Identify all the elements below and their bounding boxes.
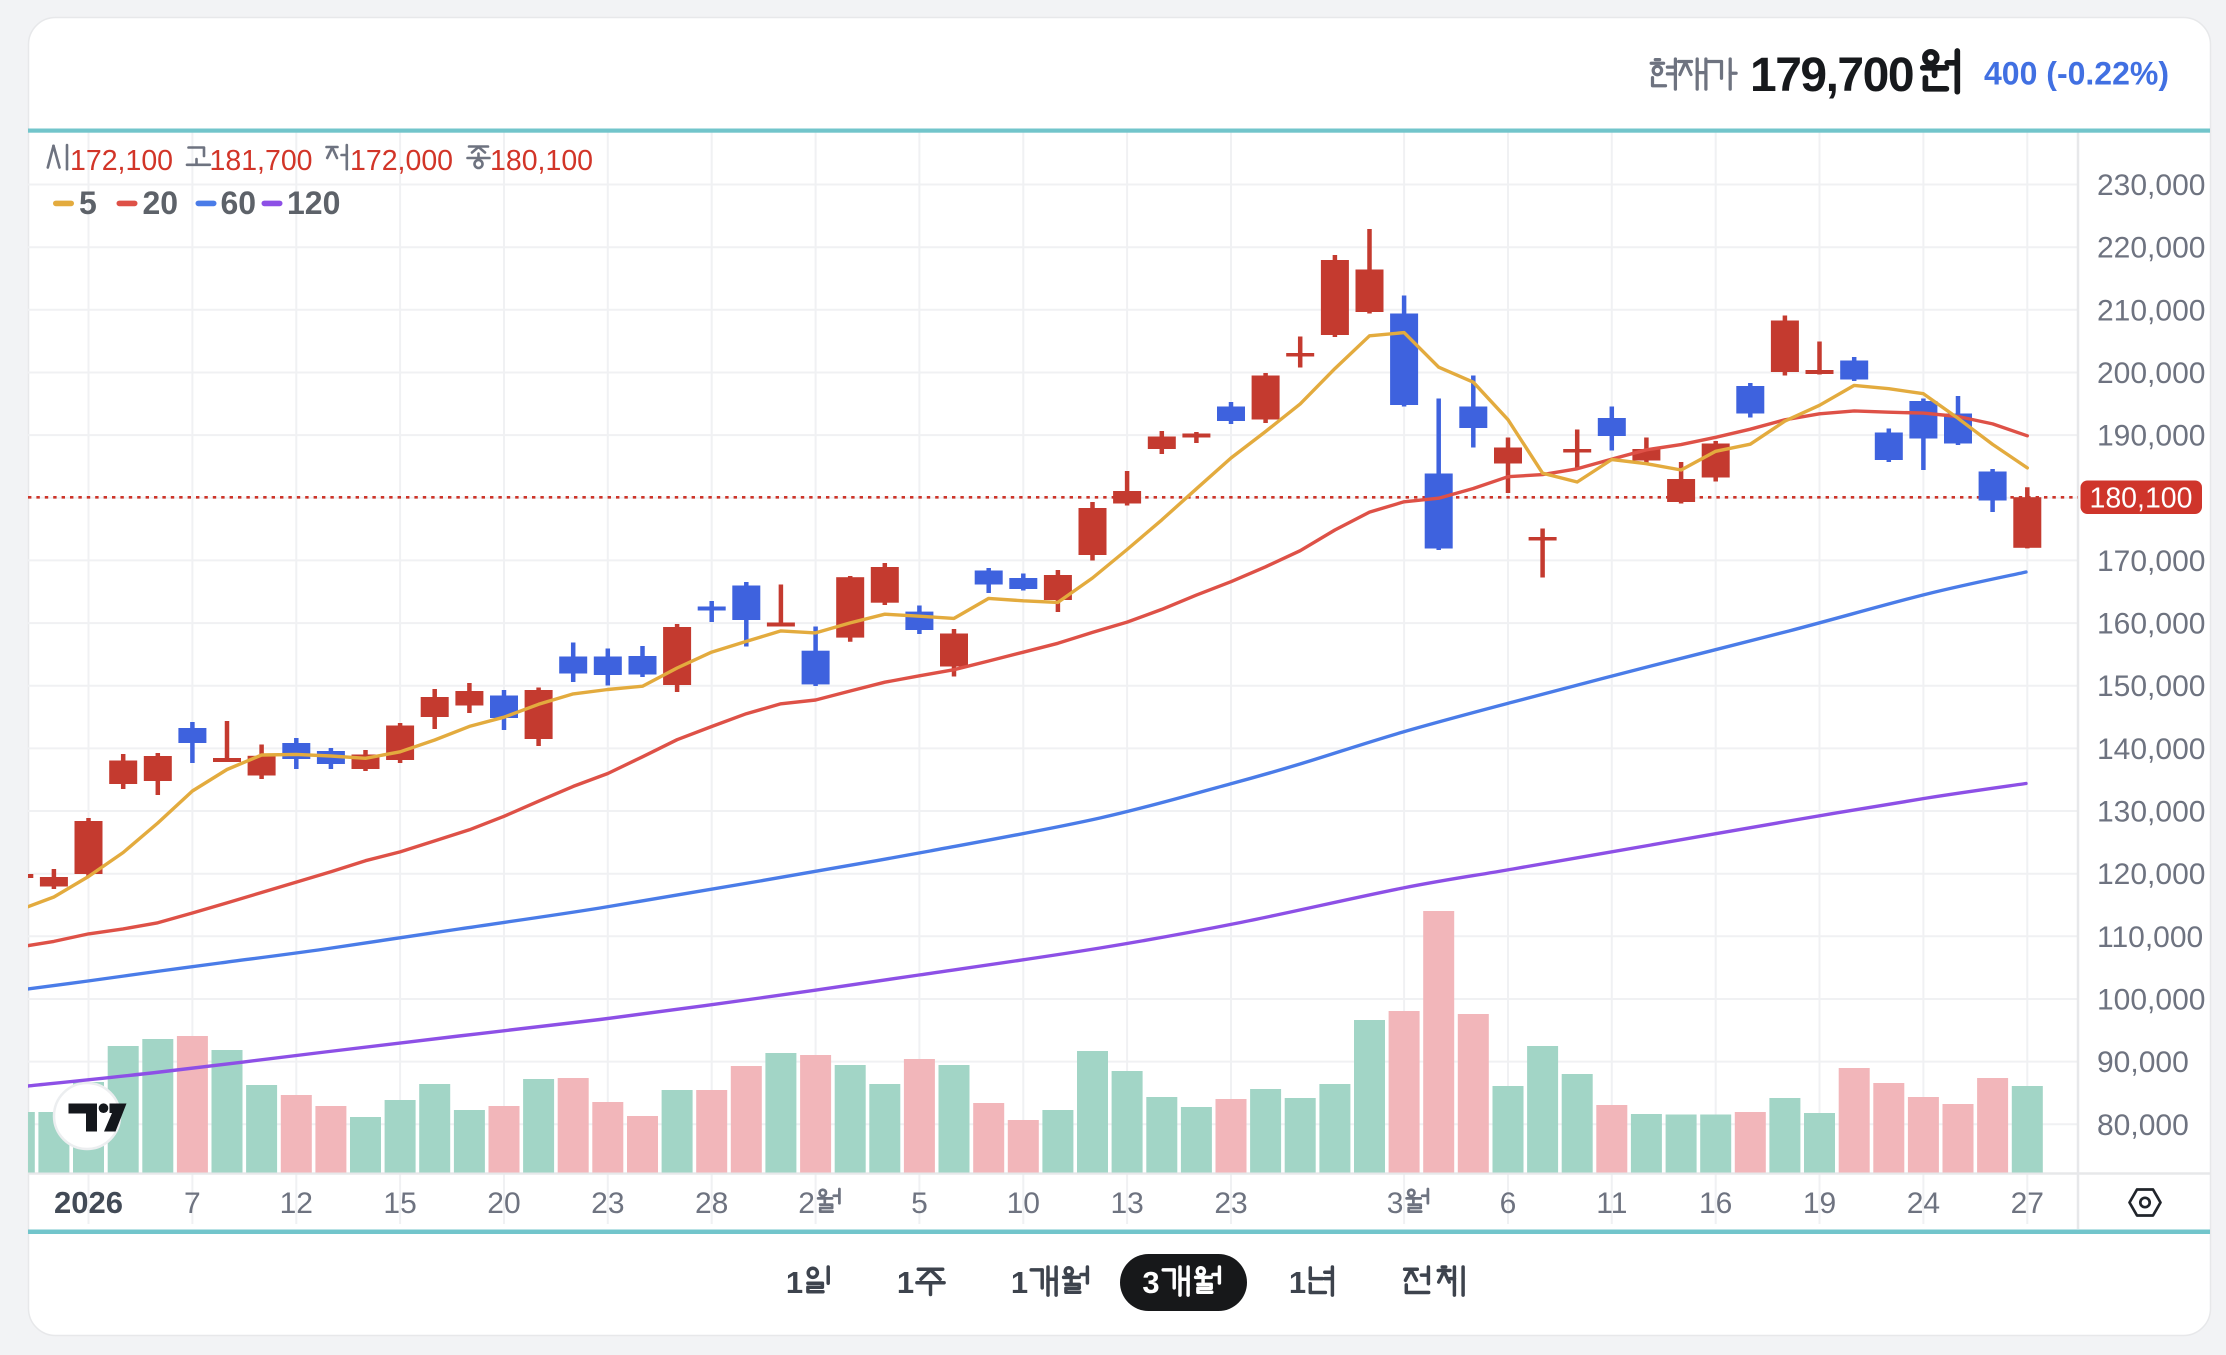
svg-text:20: 20	[487, 1187, 520, 1220]
svg-text:20: 20	[143, 185, 179, 221]
svg-text:172,100: 172,100	[70, 145, 173, 177]
svg-text:7: 7	[184, 1187, 201, 1220]
svg-text:2026: 2026	[54, 1185, 123, 1220]
svg-text:24: 24	[1907, 1187, 1940, 1220]
svg-text:150,000: 150,000	[2097, 670, 2205, 703]
svg-text:28: 28	[695, 1187, 728, 1220]
svg-text:2: 2	[798, 1187, 815, 1220]
svg-text:1: 1	[1289, 1265, 1306, 1300]
svg-text:10: 10	[1007, 1187, 1040, 1220]
svg-text:400 (-0.22%): 400 (-0.22%)	[1984, 56, 2169, 92]
svg-text:220,000: 220,000	[2097, 232, 2205, 265]
svg-text:6: 6	[1500, 1187, 1517, 1220]
svg-text:230,000: 230,000	[2097, 169, 2205, 202]
svg-text:181,700: 181,700	[210, 145, 313, 177]
svg-text:19: 19	[1803, 1187, 1836, 1220]
svg-text:60: 60	[221, 185, 257, 221]
svg-text:23: 23	[1214, 1187, 1247, 1220]
svg-text:3: 3	[1387, 1187, 1404, 1220]
svg-text:120,000: 120,000	[2097, 858, 2205, 891]
svg-text:190,000: 190,000	[2097, 420, 2205, 453]
svg-text:13: 13	[1110, 1187, 1143, 1220]
svg-text:12: 12	[280, 1187, 313, 1220]
svg-text:170,000: 170,000	[2097, 545, 2205, 578]
svg-text:1: 1	[897, 1265, 914, 1300]
svg-text:90,000: 90,000	[2097, 1046, 2189, 1079]
svg-text:200,000: 200,000	[2097, 357, 2205, 390]
svg-text:160,000: 160,000	[2097, 608, 2205, 641]
svg-text:1: 1	[786, 1265, 803, 1300]
svg-text:180,100: 180,100	[490, 145, 593, 177]
svg-text:100,000: 100,000	[2097, 984, 2205, 1017]
svg-text:3: 3	[1142, 1265, 1159, 1300]
svg-text:210,000: 210,000	[2097, 294, 2205, 327]
svg-text:180,100: 180,100	[2089, 483, 2192, 515]
svg-text:23: 23	[591, 1187, 624, 1220]
svg-text:120: 120	[287, 185, 340, 221]
svg-text:130,000: 130,000	[2097, 796, 2205, 829]
svg-text:140,000: 140,000	[2097, 733, 2205, 766]
svg-text:80,000: 80,000	[2097, 1109, 2189, 1142]
svg-text:11: 11	[1596, 1187, 1627, 1220]
svg-text:27: 27	[2011, 1187, 2044, 1220]
svg-text:5: 5	[79, 185, 97, 221]
svg-text:172,000: 172,000	[350, 145, 453, 177]
svg-text:179,700: 179,700	[1750, 49, 1913, 102]
svg-text:5: 5	[911, 1187, 928, 1220]
svg-text:1: 1	[1011, 1265, 1028, 1300]
svg-text:110,000: 110,000	[2097, 921, 2203, 954]
svg-text:15: 15	[383, 1187, 416, 1220]
svg-text:16: 16	[1699, 1187, 1732, 1220]
